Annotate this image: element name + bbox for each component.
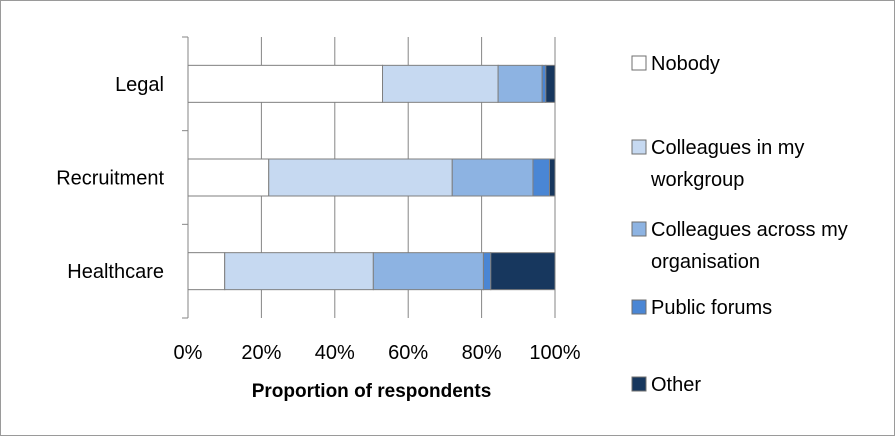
legend-label-public-forums: Public forums	[651, 297, 772, 319]
bar-recruitment-other	[548, 158, 556, 197]
x-tick-label-0: 0%	[174, 342, 203, 364]
bar-recruitment-colleagues-in-my-workgroup	[268, 158, 453, 197]
bar-healthcare-colleagues-across-my-organisation	[372, 252, 484, 291]
category-label-healthcare: Healthcare	[67, 261, 164, 283]
legend-swatch-colleagues-across-my-organisation	[631, 221, 647, 237]
bar-healthcare-other	[490, 252, 556, 291]
bar-legal-nobody	[187, 64, 384, 103]
x-tick-label-1: 20%	[241, 342, 281, 364]
x-tick-label-2: 40%	[315, 342, 355, 364]
category-label-legal: Legal	[115, 74, 164, 96]
bar-legal-public-forums	[541, 64, 547, 103]
category-label-recruitment: Recruitment	[56, 168, 164, 190]
legend-label-other: Other	[651, 374, 701, 396]
x-tick-label-4: 80%	[462, 342, 502, 364]
x-tick-label-3: 60%	[388, 342, 428, 364]
bar-healthcare-public-forums	[482, 252, 492, 291]
legend-swatch-nobody	[631, 55, 647, 71]
bar-recruitment-colleagues-across-my-organisation	[451, 158, 534, 197]
legend-label-colleagues-in-my-workgroup: Colleagues in my workgroup	[650, 137, 804, 191]
bar-recruitment-nobody	[187, 158, 270, 197]
x-tick-label-5: 100%	[529, 342, 580, 364]
legend-swatch-other	[631, 376, 647, 392]
legend-swatch-public-forums	[631, 299, 647, 315]
bar-legal-other	[545, 64, 556, 103]
bar-legal-colleagues-in-my-workgroup	[382, 64, 499, 103]
legend-label-nobody: Nobody	[651, 53, 720, 75]
x-axis-title: Proportion of respondents	[252, 381, 492, 402]
bar-healthcare-nobody	[187, 252, 226, 291]
legend-swatch-colleagues-in-my-workgroup	[631, 139, 647, 155]
bar-legal-colleagues-across-my-organisation	[497, 64, 543, 103]
bar-healthcare-colleagues-in-my-workgroup	[224, 252, 374, 291]
bar-recruitment-public-forums	[532, 158, 550, 197]
legend-label-colleagues-across-my-organisation: Colleagues across my organisation	[651, 219, 848, 273]
